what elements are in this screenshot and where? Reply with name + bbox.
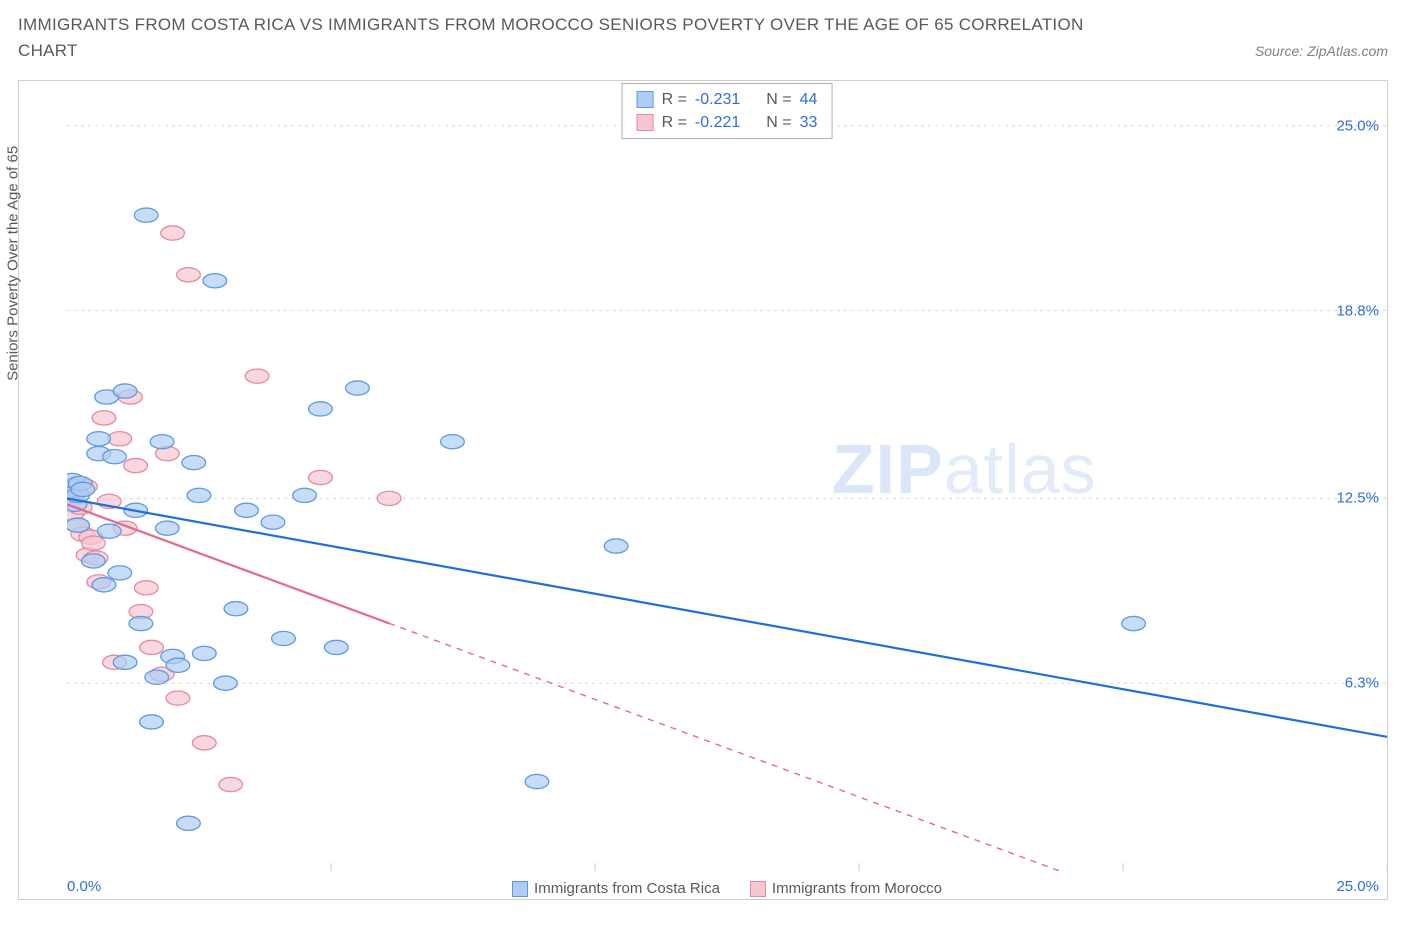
stat-r-costa-rica: -0.231 xyxy=(695,88,740,111)
plot-area: ZIPatlas R = -0.231 N = 44 R = -0.221 N … xyxy=(67,81,1387,871)
chart-svg xyxy=(67,81,1387,871)
source-label: Source: ZipAtlas.com xyxy=(1255,43,1388,63)
chart-title: IMMIGRANTS FROM COSTA RICA VS IMMIGRANTS… xyxy=(18,12,1118,63)
stats-row-costa-rica: R = -0.231 N = 44 xyxy=(637,88,818,111)
stat-r-label: R = xyxy=(662,88,687,111)
legend-item-morocco: Immigrants from Morocco xyxy=(750,880,942,897)
bottom-legend: Immigrants from Costa Rica Immigrants fr… xyxy=(67,880,1387,897)
header-row: IMMIGRANTS FROM COSTA RICA VS IMMIGRANTS… xyxy=(0,0,1406,63)
stats-legend-box: R = -0.231 N = 44 R = -0.221 N = 33 xyxy=(622,83,833,139)
y-tick-label: 6.3% xyxy=(1345,675,1379,692)
legend-item-costa-rica: Immigrants from Costa Rica xyxy=(512,880,720,897)
x-max-label: 25.0% xyxy=(1336,878,1379,895)
y-tick-label: 25.0% xyxy=(1336,117,1379,134)
stat-n-label: N = xyxy=(766,88,791,111)
y-tick-label: 12.5% xyxy=(1336,490,1379,507)
legend-label-morocco: Immigrants from Morocco xyxy=(772,880,942,897)
legend-swatch-morocco xyxy=(750,881,766,897)
y-axis-label: Seniors Poverty Over the Age of 65 xyxy=(5,146,22,381)
stat-n-label-2: N = xyxy=(766,111,791,134)
swatch-costa-rica xyxy=(637,91,654,108)
stat-n-morocco: 33 xyxy=(800,111,818,134)
x-axis-row: 0.0% Immigrants from Costa Rica Immigran… xyxy=(67,871,1387,899)
stat-r-label-2: R = xyxy=(662,111,687,134)
swatch-morocco xyxy=(637,114,654,131)
stat-r-morocco: -0.221 xyxy=(695,111,740,134)
stats-row-morocco: R = -0.221 N = 33 xyxy=(637,111,818,134)
chart-container: Seniors Poverty Over the Age of 65 ZIPat… xyxy=(18,80,1388,900)
stat-n-costa-rica: 44 xyxy=(800,88,818,111)
legend-label-costa-rica: Immigrants from Costa Rica xyxy=(534,880,720,897)
legend-swatch-costa-rica xyxy=(512,881,528,897)
y-tick-label: 18.8% xyxy=(1336,302,1379,319)
